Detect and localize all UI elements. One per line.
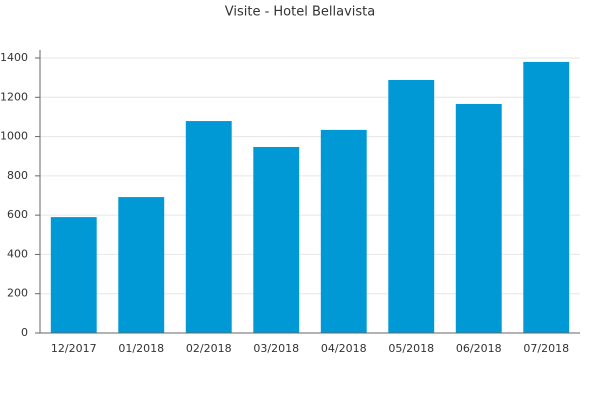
x-tick-label: 01/2018 [118, 342, 164, 355]
x-tick-label: 12/2017 [51, 342, 97, 355]
x-tick-label: 04/2018 [321, 342, 367, 355]
bar [320, 129, 367, 333]
bar [523, 61, 570, 334]
y-tick-label: 600 [7, 208, 28, 221]
x-tick-label: 07/2018 [523, 342, 569, 355]
bar [118, 197, 165, 333]
bar [455, 103, 502, 333]
bar [185, 121, 232, 333]
x-tick-label: 03/2018 [253, 342, 299, 355]
x-tick-label: 05/2018 [388, 342, 434, 355]
y-tick-label: 1400 [0, 51, 28, 64]
y-tick-label: 0 [21, 326, 28, 339]
bar [388, 80, 435, 333]
bar [50, 217, 97, 333]
y-tick-label: 1000 [0, 130, 28, 143]
x-tick-label: 06/2018 [456, 342, 502, 355]
y-tick-label: 800 [7, 169, 28, 182]
y-tick-label: 1200 [0, 90, 28, 103]
y-tick-label: 400 [7, 247, 28, 260]
x-tick-label: 02/2018 [186, 342, 232, 355]
chart-title: Visite - Hotel Bellavista [225, 5, 375, 20]
bar [253, 146, 300, 333]
y-tick-label: 200 [7, 287, 28, 300]
